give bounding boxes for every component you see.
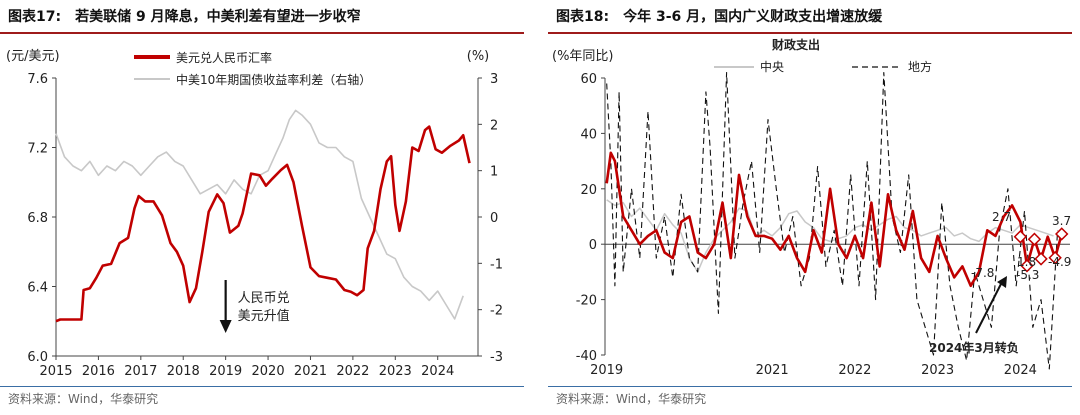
annotation-line-1: 人民币兑 <box>238 291 290 306</box>
legend-label-usdcny: 美元兑人民币汇率 <box>176 50 272 65</box>
x-tick-label: 2022 <box>336 364 369 379</box>
x-tick-label: 2018 <box>167 364 200 379</box>
figure-17-footer-rule <box>0 386 524 387</box>
series-line-usdcny <box>55 125 471 323</box>
x-tick-label: 2024 <box>421 364 454 379</box>
point-marker <box>1048 251 1062 265</box>
legend-label-central: 中央 <box>760 59 784 74</box>
right-axis-unit: (%) <box>467 49 490 64</box>
chart-title: 财政支出 <box>771 37 820 52</box>
right-y-tick-label: -1 <box>490 257 503 272</box>
point-label: 1.8 <box>1017 255 1036 269</box>
x-tick-label: 2017 <box>124 364 157 379</box>
right-y-tick-label: 2 <box>490 118 498 133</box>
legend-label-local: 地方 <box>908 59 932 74</box>
y-tick-label: 60 <box>580 72 597 87</box>
point-marker <box>1034 252 1048 266</box>
x-tick-label: 2023 <box>379 364 412 379</box>
series-line-spread <box>55 109 464 320</box>
figure-18-title-text: 今年 3-6 月，国内广义财政支出增速放缓 <box>623 9 883 25</box>
point-label: -5.3 <box>1016 268 1039 282</box>
series-line-local <box>606 71 1059 370</box>
left-y-tick-label: 7.2 <box>27 142 48 157</box>
left-axis-unit: (元/美元) <box>6 49 60 64</box>
left-y-tick-label: 6.4 <box>27 281 48 296</box>
right-y-tick-label: 0 <box>490 211 498 226</box>
y-tick-label: 0 <box>589 238 597 253</box>
right-y-tick-label: 1 <box>490 165 498 180</box>
point-marker <box>1013 230 1028 244</box>
figure-18-title: 图表18: 今年 3-6 月，国内广义财政支出增速放缓 <box>556 6 882 26</box>
annotation-label: 2024年3月转负 <box>929 340 1019 355</box>
y-tick-label: -40 <box>576 349 597 364</box>
x-tick-label: 2022 <box>838 363 871 378</box>
annotation-arrow-shaft <box>975 279 1004 334</box>
y-tick-label: 40 <box>580 127 597 142</box>
series-line-central <box>606 199 1054 273</box>
x-tick-label: 2020 <box>252 364 285 379</box>
point-marker <box>1055 227 1069 241</box>
figure-18-panel: 图表18: 今年 3-6 月，国内广义财政支出增速放缓 (%年同比) -40 -20 0… <box>548 0 1080 415</box>
y-axis-unit: (%年同比) <box>552 49 614 64</box>
figure-18-source: 资料来源：Wind，华泰研究 <box>556 392 707 406</box>
point-marker <box>1027 232 1042 246</box>
point-label: -4.9 <box>1048 255 1071 269</box>
figure-18-title-rule <box>548 32 1072 34</box>
figure-17-number: 图表17: <box>8 9 62 25</box>
x-tick-label: 2019 <box>590 363 623 378</box>
y-tick-label: 20 <box>580 183 597 198</box>
left-y-tick-label: 6.0 <box>27 350 48 365</box>
left-y-tick-label: 6.8 <box>27 211 48 226</box>
left-y-tick-label: 7.6 <box>27 72 48 87</box>
figure-17-panel: 图表17: 若美联储 9 月降息，中美利差有望进一步收窄 (元/美元) (%) 6.0… <box>0 0 532 415</box>
x-tick-label: 2024 <box>1004 363 1037 378</box>
figure-18-footer-rule <box>548 386 1072 387</box>
figure-17-title: 图表17: 若美联储 9 月降息，中美利差有望进一步收窄 <box>8 6 361 26</box>
annotation-line-2: 美元升值 <box>238 308 290 324</box>
figure-17-source: 资料来源：Wind，华泰研究 <box>8 392 159 406</box>
x-tick-label: 2015 <box>39 364 72 379</box>
annotation-arrow-head <box>219 320 232 333</box>
annotation-arrow-head <box>997 276 1007 288</box>
fiscal-spending-chart: (%年同比) -40 -20 0 20 40 60 2019 2021 2022 2023 2024 2… <box>552 37 1071 378</box>
x-tick-label: 2023 <box>921 363 954 378</box>
x-tick-label: 2016 <box>82 364 115 379</box>
series-line-total <box>605 151 1063 288</box>
fx-spread-chart: (元/美元) (%) 6.0 6.4 6.8 7.2 7.6 -3 -2 -1 0 1 2 3 2015 20… <box>6 49 503 379</box>
point-marker <box>1020 259 1034 273</box>
x-tick-label: 2019 <box>209 364 242 379</box>
x-tick-label: 2021 <box>294 364 327 379</box>
point-label: 2.7 <box>992 210 1011 224</box>
y-tick-label: -20 <box>576 294 597 309</box>
right-y-tick-label: -2 <box>490 304 503 319</box>
point-label: 3.7 <box>1052 214 1071 228</box>
figure-17-title-text: 若美联储 9 月降息，中美利差有望进一步收窄 <box>75 9 361 25</box>
right-y-tick-label: 3 <box>490 72 498 87</box>
x-tick-label: 2021 <box>756 363 789 378</box>
figure-18-number: 图表18: <box>556 9 610 25</box>
point-label: -7.8 <box>971 266 994 280</box>
figure-17-title-rule <box>0 32 524 34</box>
legend-label-spread: 中美10年期国债收益率利差（右轴） <box>176 72 371 87</box>
right-y-tick-label: -3 <box>490 350 503 365</box>
